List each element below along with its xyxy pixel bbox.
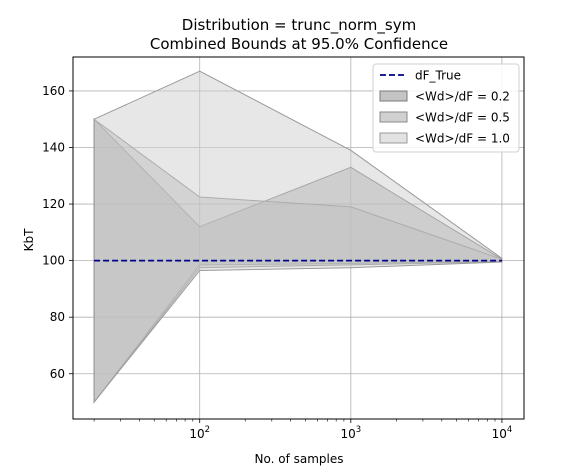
y-tick-label-3: 120 (42, 197, 65, 211)
y-axis-label: KbT (22, 228, 36, 251)
band-series-2 (93, 70, 503, 404)
plot-frame (72, 56, 525, 420)
legend-swatch-series-0 (379, 90, 408, 102)
legend-label-series-2: <Wd>/dF = 1.0 (415, 132, 510, 146)
y-tick-label-0: 60 (50, 367, 65, 381)
x-tick-label-base-2: 10 (492, 427, 507, 441)
legend-box (372, 63, 520, 153)
legend-label-series-1: <Wd>/dF = 0.5 (415, 111, 510, 125)
x-tick-label-1: 103 (340, 425, 361, 441)
x-tick-label-base-1: 10 (340, 427, 355, 441)
y-tick-label-1: 80 (50, 310, 65, 324)
legend-swatch-series-1 (379, 111, 408, 123)
y-tick-label-4: 140 (42, 141, 65, 155)
x-tick-label-2: 104 (492, 425, 513, 441)
x-tick-label-exp-0: 2 (205, 425, 210, 435)
x-tick-label-0: 102 (189, 425, 210, 441)
x-tick-label-exp-1: 3 (356, 425, 361, 435)
x-tick-label-base-0: 10 (189, 427, 204, 441)
legend-swatch-series-2 (379, 132, 408, 144)
legend-label-series-0: <Wd>/dF = 0.2 (415, 90, 510, 104)
legend: dF_True <Wd>/dF = 0.2 <Wd>/dF = 0.5 <Wd>/dF… (372, 63, 520, 153)
y-tick-label-2: 100 (42, 254, 65, 268)
y-tick-label-5: 160 (42, 84, 65, 98)
x-tick-label-exp-2: 4 (507, 425, 512, 435)
legend-label-reference: dF_True (415, 69, 461, 83)
chart-subtitle: Combined Bounds at 95.0% Confidence (150, 35, 448, 53)
chart-title: Distribution = trunc_norm_sym (182, 16, 416, 35)
x-axis-label: No. of samples (255, 452, 344, 466)
